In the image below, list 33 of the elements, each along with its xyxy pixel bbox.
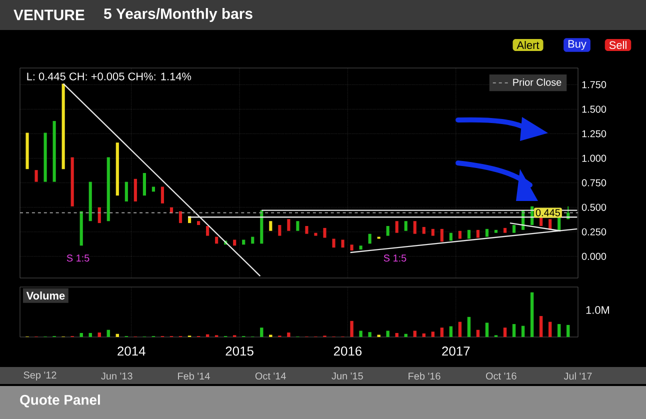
y-tick-label: 1.250	[582, 130, 606, 138]
text: Feb '16	[408, 372, 440, 380]
text: 1.0M	[586, 306, 609, 314]
text: Alert	[516, 40, 540, 50]
text: Jun '13	[101, 372, 132, 380]
legend-label: Prior Close	[513, 78, 562, 86]
text: Sep '12	[24, 371, 56, 381]
y-tick-label: 1.500	[582, 106, 606, 113]
annotation: S 1:5	[66, 254, 90, 262]
text: Oct '14	[255, 372, 286, 380]
text: Oct '16	[486, 372, 516, 380]
text: Jul '17	[564, 372, 592, 380]
text: Jun '15	[332, 372, 363, 380]
y-tick-label: 0.750	[582, 179, 606, 186]
x-tick-label: 2015	[226, 346, 254, 356]
chart-subtitle: 5 Years/Monthly bars	[104, 8, 252, 22]
annotation: 0.445	[536, 209, 560, 216]
y-tick-label: 0.250	[582, 228, 606, 236]
x-tick-label: 2016	[334, 346, 362, 356]
y-tick-label: 0.000	[582, 252, 606, 260]
annotation: L: 0.445 CH: +0.005 CH%: 1.14%	[27, 72, 192, 80]
chart-title: Volume	[26, 292, 65, 300]
x-tick-label: 2014	[118, 346, 146, 356]
x-tick-label: 2017	[442, 346, 470, 356]
y-tick-label: 1.750	[582, 81, 606, 88]
text: Sell	[609, 40, 626, 50]
text: Feb '14	[178, 372, 210, 380]
chart-title: VENTURE	[14, 10, 84, 20]
text: Quote Panel	[20, 394, 100, 408]
text: Buy	[568, 40, 586, 50]
annotation: S 1:5	[384, 254, 406, 262]
y-tick-label: 1.000	[582, 154, 606, 162]
y-tick-label: 0.500	[582, 204, 606, 211]
